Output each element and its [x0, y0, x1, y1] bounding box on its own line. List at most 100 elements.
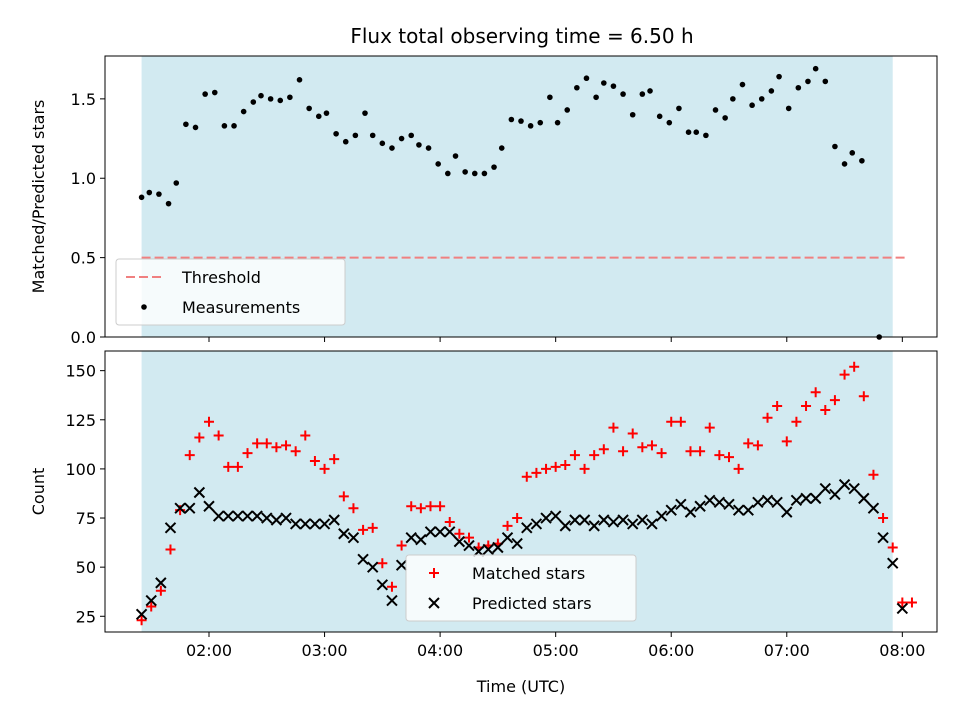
data-point	[231, 123, 237, 129]
data-point	[424, 526, 437, 538]
y-tick-label: 25	[76, 607, 96, 626]
y-tick-label: 1.5	[71, 90, 96, 109]
data-point	[366, 561, 379, 573]
data-point	[357, 553, 369, 566]
data-point	[877, 531, 889, 544]
data-point	[791, 416, 802, 427]
data-point	[849, 361, 860, 372]
data-point	[165, 200, 172, 207]
data-point	[564, 107, 571, 113]
data-point	[547, 94, 553, 101]
x-tick-label: 02:00	[186, 641, 232, 660]
data-point	[819, 482, 832, 495]
data-point	[829, 488, 841, 501]
data-point	[906, 597, 917, 608]
data-point	[482, 543, 494, 556]
data-point	[213, 430, 224, 441]
data-point	[223, 461, 234, 472]
data-point	[184, 450, 195, 461]
data-point	[406, 501, 417, 512]
data-point	[704, 494, 716, 507]
data-point	[610, 83, 617, 89]
data-point	[481, 170, 488, 177]
axes-frame	[104, 350, 938, 633]
data-point	[204, 416, 214, 427]
data-point	[810, 387, 821, 398]
data-point	[287, 94, 293, 101]
data-point	[531, 467, 542, 478]
y-tick-label: 150	[65, 362, 96, 381]
data-point	[358, 524, 369, 535]
data-point	[637, 442, 648, 453]
series-predicted-stars	[135, 478, 909, 621]
legend-plus-swatch	[429, 568, 439, 578]
data-point	[886, 557, 899, 569]
data-point	[537, 119, 544, 126]
data-point	[445, 170, 451, 177]
data-point	[790, 494, 803, 507]
data-point	[588, 520, 600, 532]
data-point	[194, 432, 205, 443]
data-point	[222, 510, 234, 522]
chart-title: Flux total observing time = 6.50 h	[350, 24, 693, 48]
data-point	[508, 116, 515, 123]
data-point	[352, 132, 359, 139]
data-point	[589, 450, 600, 461]
data-point	[145, 594, 157, 607]
data-point	[512, 513, 523, 524]
data-point	[739, 81, 746, 88]
data-point	[752, 496, 764, 509]
data-point	[768, 88, 775, 94]
x-tick-label: 04:00	[417, 641, 463, 660]
data-point	[348, 503, 359, 514]
data-point	[464, 532, 474, 543]
data-point	[379, 140, 386, 147]
data-point	[258, 92, 264, 99]
data-point	[492, 541, 504, 554]
data-point	[212, 510, 225, 522]
data-point	[319, 463, 330, 474]
data-point	[146, 601, 157, 612]
data-point	[714, 450, 725, 461]
data-point	[338, 528, 350, 540]
data-point	[527, 123, 534, 129]
axes-frame	[104, 55, 938, 338]
data-point	[601, 80, 607, 86]
data-point	[858, 492, 870, 505]
data-point	[309, 456, 320, 467]
data-point	[685, 446, 696, 457]
data-point	[367, 522, 378, 533]
data-point	[202, 91, 208, 97]
data-point	[598, 444, 609, 455]
y-tick-label: 100	[65, 460, 96, 479]
data-point	[801, 401, 812, 412]
data-point	[270, 514, 283, 526]
data-point	[695, 446, 706, 457]
data-point	[675, 498, 687, 510]
data-point	[574, 84, 580, 91]
data-point	[501, 531, 514, 544]
data-point	[579, 463, 590, 474]
data-point	[408, 132, 415, 139]
series-measurements	[138, 65, 883, 340]
data-point	[666, 119, 673, 126]
data-point	[617, 514, 629, 526]
data-point	[800, 492, 812, 505]
data-point	[549, 510, 562, 522]
data-point	[878, 513, 889, 524]
data-point	[593, 94, 599, 101]
data-point	[377, 558, 388, 569]
data-point	[684, 506, 697, 518]
data-point	[724, 452, 734, 463]
data-point	[712, 107, 719, 113]
data-point	[342, 138, 349, 145]
data-point	[646, 440, 657, 451]
y-axis-label: Count	[29, 468, 48, 516]
data-point	[733, 463, 744, 474]
data-point	[395, 559, 408, 571]
data-point	[251, 510, 263, 522]
data-point	[540, 512, 552, 524]
y-tick-label: 50	[76, 558, 96, 577]
data-point	[369, 132, 376, 139]
data-point	[323, 110, 330, 116]
